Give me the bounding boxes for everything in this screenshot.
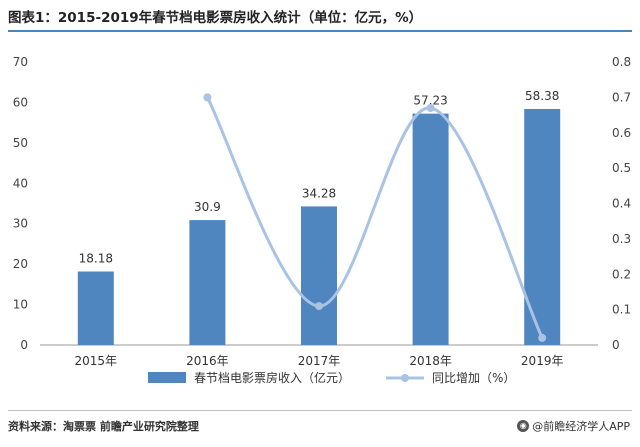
left-axis-tick-label: 40 bbox=[13, 176, 28, 190]
growth-point bbox=[315, 302, 323, 311]
legend-line-marker bbox=[401, 374, 409, 382]
right-axis-tick-label: 0.6 bbox=[612, 126, 631, 140]
owl-logo-icon: ◉ bbox=[517, 420, 530, 432]
footer-divider bbox=[8, 410, 632, 411]
x-axis-tick-label: 2018年 bbox=[409, 354, 452, 368]
chart-title: 图表1：2015-2019年春节档电影票房收入统计（单位：亿元，%） bbox=[8, 10, 423, 26]
bar bbox=[189, 220, 226, 345]
brand-credit: ◉ @前瞻经济学人APP bbox=[517, 418, 630, 434]
left-axis-tick-label: 0 bbox=[20, 338, 28, 352]
bar-value-label: 18.18 bbox=[79, 252, 113, 266]
legend-line-label: 同比增加（%） bbox=[432, 371, 515, 385]
bar bbox=[77, 271, 114, 345]
x-axis-tick-label: 2019年 bbox=[521, 354, 564, 368]
left-axis-tick-label: 10 bbox=[13, 298, 28, 312]
left-axis-tick-label: 60 bbox=[13, 95, 28, 109]
x-axis-tick-label: 2015年 bbox=[75, 354, 118, 368]
left-axis-tick-label: 20 bbox=[13, 257, 28, 271]
growth-point bbox=[538, 333, 547, 342]
left-axis-tick-label: 30 bbox=[13, 217, 28, 231]
chart-area: 0 10 20 30 40 50 60 70 0 0.1 0.2 0.3 0.4 0.5 0.6 0.7 0.8… bbox=[13, 55, 631, 385]
right-axis-tick-label: 0.3 bbox=[612, 232, 631, 246]
title-divider bbox=[8, 30, 632, 32]
right-axis-tick-label: 0 bbox=[612, 338, 620, 352]
growth-point bbox=[203, 93, 212, 102]
right-axis-tick-label: 0.7 bbox=[612, 90, 631, 104]
bar-value-label: 58.38 bbox=[525, 89, 559, 103]
right-axis-tick-label: 0.1 bbox=[612, 303, 631, 317]
legend-bar-label: 春节档电影票房收入（亿元） bbox=[194, 370, 350, 385]
bar-value-label: 30.9 bbox=[194, 200, 221, 214]
bar bbox=[412, 113, 449, 345]
bar-value-label: 57.23 bbox=[413, 94, 447, 108]
right-axis-tick-label: 0.2 bbox=[612, 267, 631, 281]
right-axis-tick-label: 0.4 bbox=[612, 197, 631, 211]
right-axis-tick-label: 0.8 bbox=[612, 55, 631, 69]
bar bbox=[301, 206, 337, 345]
brand-text: @前瞻经济学人APP bbox=[532, 420, 630, 433]
legend-bar-swatch bbox=[148, 372, 186, 383]
growth-line bbox=[206, 96, 544, 339]
left-axis-tick-label: 70 bbox=[13, 55, 28, 69]
right-axis-tick-label: 0.5 bbox=[612, 161, 631, 175]
bar-value-label: 34.28 bbox=[302, 186, 336, 200]
source-note: 资料来源：淘票票 前瞻产业研究院整理 bbox=[8, 420, 199, 433]
x-axis-tick-label: 2017年 bbox=[298, 354, 341, 368]
x-axis-tick-label: 2016年 bbox=[186, 354, 229, 368]
growth-point bbox=[426, 103, 435, 112]
left-axis-tick-label: 50 bbox=[13, 136, 28, 150]
